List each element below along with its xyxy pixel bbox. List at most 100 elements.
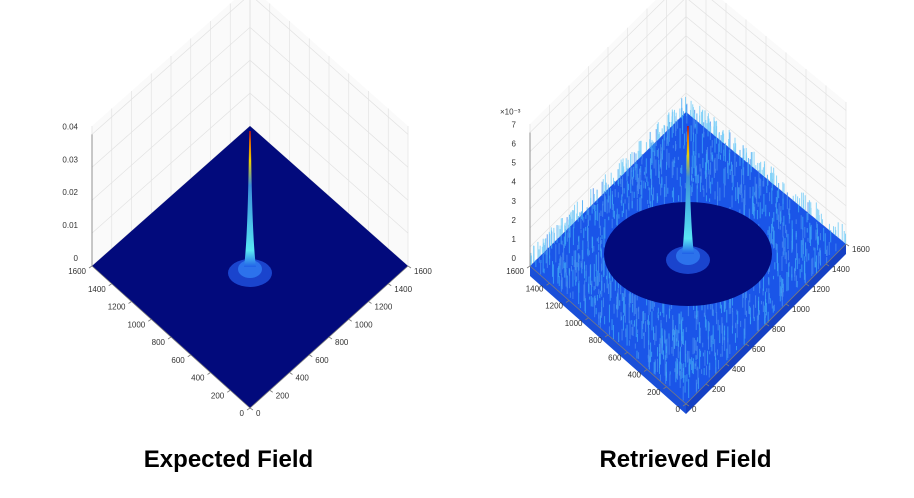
x-tick-mark xyxy=(845,243,850,247)
peak-base xyxy=(238,260,262,278)
x-tick-mark xyxy=(705,383,710,387)
z-tick-label: 0.03 xyxy=(62,155,78,164)
y-tick-label: 400 xyxy=(191,374,205,383)
y-tick-label: 1400 xyxy=(88,285,106,294)
central-peak xyxy=(666,126,710,274)
y-tick-mark xyxy=(604,334,609,338)
noise-spikes xyxy=(530,96,847,401)
x-tick-mark xyxy=(785,303,790,307)
z-tick-label: 0.02 xyxy=(62,188,78,197)
z-tick-label: 0 xyxy=(512,254,517,263)
y-tick-mark xyxy=(167,336,172,340)
x-tick-mark xyxy=(289,372,293,375)
x-tick-label: 600 xyxy=(752,345,766,354)
y-tick-mark xyxy=(227,389,231,393)
y-tick-label: 1600 xyxy=(68,267,86,276)
x-tick-mark xyxy=(805,283,810,287)
y-tick-label: 1000 xyxy=(127,320,145,329)
surface-side-left xyxy=(530,266,686,414)
y-tick-mark xyxy=(246,407,251,411)
z-tick-label: 1 xyxy=(512,235,517,244)
y-tick-mark xyxy=(624,351,628,355)
x-tick-mark xyxy=(745,343,750,347)
y-tick-label: 800 xyxy=(589,336,603,345)
x-tick-label: 400 xyxy=(732,365,746,374)
x-tick-mark xyxy=(725,363,730,367)
y-tick-label: 200 xyxy=(211,391,225,400)
x-tick-label: 200 xyxy=(276,391,290,400)
peak-spike xyxy=(682,126,694,254)
y-tick-mark xyxy=(148,318,152,322)
y-tick-label: 800 xyxy=(152,338,166,347)
x-tick-label: 0 xyxy=(692,405,697,414)
z-tick-label: 5 xyxy=(512,159,517,168)
y-tick-mark xyxy=(207,372,211,375)
x-tick-label: 1000 xyxy=(355,320,373,329)
y-tick-mark xyxy=(546,282,550,286)
x-tick-label: 1200 xyxy=(812,285,830,294)
x-tick-mark xyxy=(825,263,830,267)
expected-field-surface-plot: 0200400600800100012001400160002004006008… xyxy=(62,0,432,418)
z-exponent-label: ×10⁻³ xyxy=(500,108,521,117)
x-tick-mark xyxy=(269,389,273,393)
wall-grid-line xyxy=(91,0,409,135)
x-tick-label: 1600 xyxy=(414,267,432,276)
x-tick-mark xyxy=(368,301,372,304)
wall-grid-line xyxy=(529,0,847,133)
y-tick-mark xyxy=(187,354,191,358)
x-tick-label: 0 xyxy=(256,409,261,418)
y-tick-mark xyxy=(526,265,531,269)
x-tick-mark xyxy=(328,336,333,340)
x-tick-mark xyxy=(249,407,254,411)
retrieved-field-panel: 0 200 400 600 800 1000 1200 1400 1600 0 200 400 600 8… xyxy=(457,0,914,498)
x-tick-mark xyxy=(348,318,352,322)
y-tick-label: 1200 xyxy=(545,302,563,311)
z-tick-label: 0.04 xyxy=(62,122,78,131)
peak-spike xyxy=(244,131,256,267)
x-tick-label: 1400 xyxy=(832,265,850,274)
x-tick-label: 1400 xyxy=(394,285,412,294)
z-tick-label: 3 xyxy=(512,197,517,206)
y-tick-label: 1400 xyxy=(526,284,544,293)
y-tick-label: 1200 xyxy=(108,303,126,312)
y-tick-label: 0 xyxy=(676,405,681,414)
y-tick-mark xyxy=(643,369,648,372)
back-walls xyxy=(529,0,847,267)
x-tick-mark xyxy=(765,323,770,327)
x-tick-label: 1600 xyxy=(852,245,870,254)
retrieved-field-caption: Retrieved Field xyxy=(599,446,772,473)
x-tick-mark xyxy=(407,265,412,269)
z-tick-label: 0 xyxy=(74,254,79,263)
x-tick-label: 800 xyxy=(335,338,349,347)
wall-grid-line xyxy=(529,0,847,152)
y-tick-label: 1600 xyxy=(506,267,524,276)
x-tick-mark xyxy=(309,354,313,358)
y-tick-mark xyxy=(88,265,93,269)
z-tick-label: 7 xyxy=(512,121,517,130)
expected-field-panel: 0 200 400 600 800 1000 1200 1400 1600 0 200 400 600 8… xyxy=(62,0,432,473)
y-tick-label: 400 xyxy=(628,371,642,380)
x-tick-label: 1000 xyxy=(792,305,810,314)
y-tick-label: 1000 xyxy=(565,319,583,328)
axes: 0200400600800100012001400160002004006008… xyxy=(500,108,870,414)
y-tick-mark xyxy=(108,283,112,287)
z-tick-label: 0.01 xyxy=(62,221,78,230)
x-tick-label: 400 xyxy=(296,374,310,383)
expected-field-caption: Expected Field xyxy=(143,446,314,473)
z-tick-label: 4 xyxy=(512,178,517,187)
axes: 0200400600800100012001400160002004006008… xyxy=(62,122,432,418)
central-peak xyxy=(228,131,272,287)
back-walls xyxy=(91,0,409,267)
peak-base xyxy=(676,247,700,265)
y-tick-mark xyxy=(663,386,667,390)
y-tick-label: 600 xyxy=(171,356,185,365)
x-tick-label: 800 xyxy=(772,325,786,334)
surface-side-right xyxy=(686,244,846,414)
retrieved-field-surface-plot: 0200400600800100012001400160002004006008… xyxy=(500,0,870,414)
y-tick-label: 0 xyxy=(240,409,245,418)
z-tick-label: 2 xyxy=(512,216,517,225)
y-tick-mark xyxy=(565,300,570,303)
x-tick-mark xyxy=(685,403,690,407)
x-tick-label: 200 xyxy=(712,385,726,394)
x-tick-mark xyxy=(388,283,392,287)
